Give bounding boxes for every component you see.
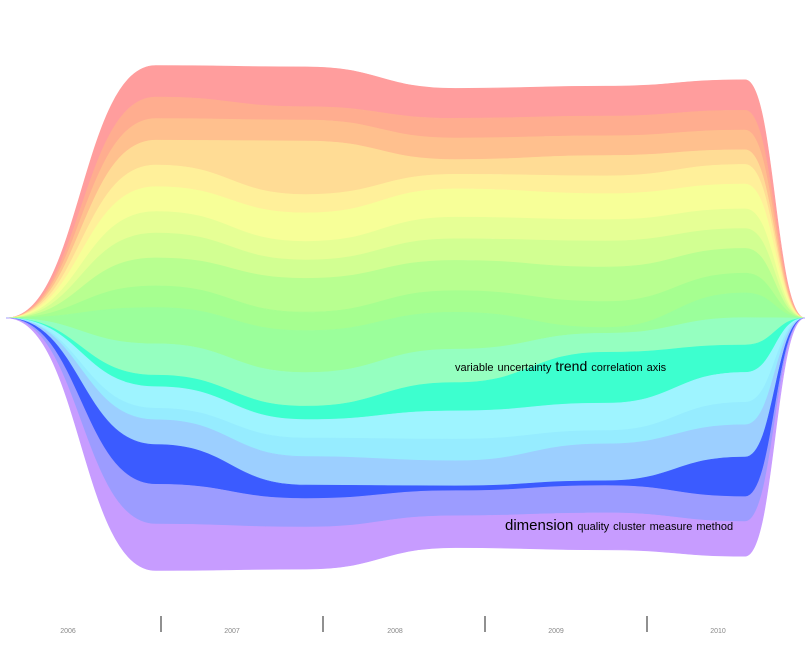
stream-label-word: axis — [647, 362, 667, 374]
stream-layer — [5, 317, 806, 571]
stream-label-word: quality — [577, 521, 609, 533]
stream-label-word: dimension — [505, 517, 573, 534]
stream-label: dimension quality cluster measure method — [505, 517, 733, 534]
stream-label-word: cluster — [613, 521, 646, 533]
stream-label-word: measure — [650, 521, 693, 533]
x-tick-label: 2009 — [548, 628, 564, 635]
stream-layers — [5, 65, 806, 571]
stream-label-word: trend — [555, 358, 587, 374]
x-tick-label: 2007 — [224, 628, 240, 635]
stream-label-word: uncertainty — [498, 362, 552, 374]
stream-label-word: correlation — [591, 362, 642, 374]
stream-label-word: method — [696, 521, 733, 533]
x-tick-label: 2010 — [710, 628, 726, 635]
stream-label: variable uncertainty trend correlation axis — [455, 358, 667, 374]
x-axis: 2006 2007 2008 2009 2010 — [60, 616, 726, 635]
stream-labels: variable uncertainty trend correlation axis d… — [455, 358, 733, 534]
x-tick-label: 2006 — [60, 628, 76, 635]
stream-label-word: variable — [455, 362, 494, 374]
x-tick-label: 2008 — [387, 628, 403, 635]
